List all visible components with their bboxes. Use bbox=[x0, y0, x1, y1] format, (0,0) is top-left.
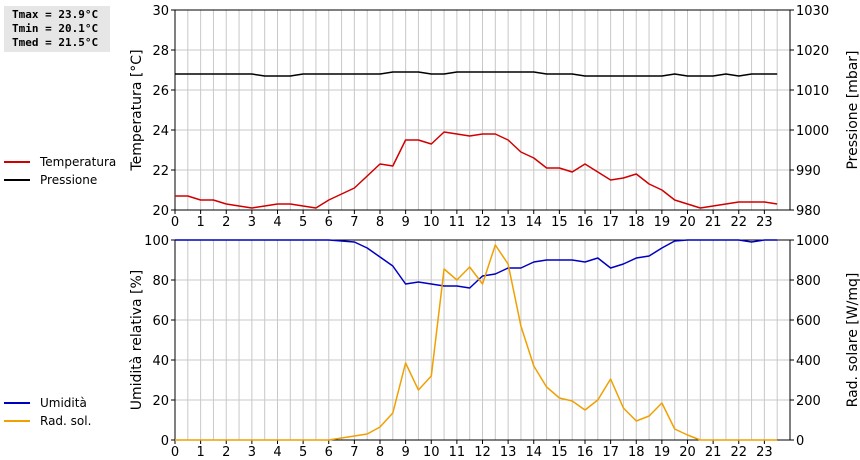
legend-item-pressure: Pressione bbox=[4, 171, 116, 189]
legend-swatch-radiation bbox=[4, 420, 30, 422]
y2-tick-label-bottom: 800 bbox=[796, 274, 821, 289]
x-tick-label-top: 15 bbox=[551, 215, 568, 230]
legend-label-radiation: Rad. sol. bbox=[40, 414, 92, 428]
stats-box: Tmax = 23.9°C Tmin = 20.1°C Tmed = 21.5°… bbox=[4, 6, 110, 52]
x-tick-label-top: 8 bbox=[376, 215, 384, 230]
y-tick-label-top: 28 bbox=[152, 44, 169, 59]
x-tick-label-top: 12 bbox=[474, 215, 491, 230]
x-tick-label-bottom: 7 bbox=[350, 445, 358, 460]
legend-swatch-temperature bbox=[4, 161, 30, 163]
x-tick-label-top: 17 bbox=[602, 215, 619, 230]
x-tick-label-top: 4 bbox=[273, 215, 281, 230]
x-tick-label-bottom: 4 bbox=[273, 445, 281, 460]
series-line-temperatura bbox=[175, 131, 778, 209]
legend-label-temperature: Temperatura bbox=[40, 155, 117, 169]
x-tick-label-bottom: 22 bbox=[730, 445, 747, 460]
legend-label-humidity: Umidità bbox=[40, 396, 87, 410]
y2-tick-label-top: 1010 bbox=[796, 84, 829, 99]
y2-tick-label-bottom: 1000 bbox=[796, 234, 829, 249]
stat-tmin: Tmin = 20.1°C bbox=[12, 22, 99, 35]
y2-tick-label-top: 1000 bbox=[796, 124, 829, 139]
y-axis-title-bottom: Umidità relativa [%] bbox=[129, 270, 145, 411]
y-tick-label-bottom: 20 bbox=[152, 394, 169, 409]
y2-tick-label-bottom: 400 bbox=[796, 354, 821, 369]
legend-bottom: Umidità Rad. sol. bbox=[4, 394, 91, 430]
x-tick-label-top: 11 bbox=[449, 215, 466, 230]
x-tick-label-top: 2 bbox=[222, 215, 230, 230]
y-tick-label-top: 20 bbox=[152, 204, 169, 219]
legend-swatch-pressure bbox=[4, 179, 30, 181]
x-tick-label-bottom: 23 bbox=[756, 445, 773, 460]
x-tick-label-bottom: 3 bbox=[248, 445, 256, 460]
legend-label-pressure: Pressione bbox=[40, 173, 98, 187]
y2-tick-label-top: 1030 bbox=[796, 4, 829, 19]
x-tick-label-bottom: 1 bbox=[196, 445, 204, 460]
y-tick-label-bottom: 0 bbox=[161, 434, 169, 449]
x-tick-label-bottom: 6 bbox=[325, 445, 333, 460]
x-tick-label-top: 1 bbox=[196, 215, 204, 230]
stat-tmed: Tmed = 21.5°C bbox=[12, 36, 99, 49]
x-tick-label-top: 9 bbox=[401, 215, 409, 230]
y-tick-label-top: 24 bbox=[152, 124, 169, 139]
y2-tick-label-bottom: 200 bbox=[796, 394, 821, 409]
x-tick-label-bottom: 12 bbox=[474, 445, 491, 460]
y2-tick-label-bottom: 600 bbox=[796, 314, 821, 329]
x-tick-label-top: 16 bbox=[577, 215, 594, 230]
x-tick-label-bottom: 18 bbox=[628, 445, 645, 460]
x-tick-label-bottom: 21 bbox=[705, 445, 722, 460]
legend-top: Temperatura Pressione bbox=[4, 153, 116, 189]
y2-tick-label-top: 990 bbox=[796, 164, 821, 179]
legend-swatch-humidity bbox=[4, 402, 30, 404]
x-tick-label-bottom: 8 bbox=[376, 445, 384, 460]
x-tick-label-top: 0 bbox=[171, 215, 179, 230]
y-tick-label-bottom: 40 bbox=[152, 354, 169, 369]
series-line-pressione bbox=[175, 71, 778, 77]
x-tick-label-bottom: 15 bbox=[551, 445, 568, 460]
x-tick-label-top: 10 bbox=[423, 215, 440, 230]
x-tick-label-top: 22 bbox=[730, 215, 747, 230]
x-tick-label-bottom: 11 bbox=[449, 445, 466, 460]
y2-tick-label-top: 1020 bbox=[796, 44, 829, 59]
x-tick-label-bottom: 0 bbox=[171, 445, 179, 460]
y2-tick-label-bottom: 0 bbox=[796, 434, 804, 449]
y-axis-title-top: Temperatura [°C] bbox=[129, 49, 145, 171]
x-tick-label-bottom: 19 bbox=[654, 445, 671, 460]
x-tick-label-top: 20 bbox=[679, 215, 696, 230]
y-tick-label-top: 30 bbox=[152, 4, 169, 19]
x-tick-label-top: 6 bbox=[325, 215, 333, 230]
x-tick-label-bottom: 2 bbox=[222, 445, 230, 460]
x-tick-label-top: 21 bbox=[705, 215, 722, 230]
x-tick-label-top: 13 bbox=[500, 215, 517, 230]
x-tick-label-bottom: 20 bbox=[679, 445, 696, 460]
x-tick-label-bottom: 14 bbox=[525, 445, 542, 460]
y-tick-label-bottom: 100 bbox=[144, 234, 169, 249]
x-tick-label-bottom: 10 bbox=[423, 445, 440, 460]
series-line-rad-sol- bbox=[175, 244, 778, 441]
x-tick-label-bottom: 5 bbox=[299, 445, 307, 460]
x-tick-label-top: 19 bbox=[654, 215, 671, 230]
x-tick-label-bottom: 16 bbox=[577, 445, 594, 460]
legend-item-humidity: Umidità bbox=[4, 394, 91, 412]
x-tick-label-top: 14 bbox=[525, 215, 542, 230]
x-tick-label-bottom: 13 bbox=[500, 445, 517, 460]
y2-tick-label-top: 980 bbox=[796, 204, 821, 219]
x-tick-label-top: 3 bbox=[248, 215, 256, 230]
y-tick-label-top: 26 bbox=[152, 84, 169, 99]
y2-axis-title-bottom: Rad. solare [W/mq] bbox=[845, 273, 860, 408]
y2-axis-title-top: Pressione [mbar] bbox=[845, 50, 860, 169]
x-tick-label-top: 7 bbox=[350, 215, 358, 230]
x-tick-label-top: 5 bbox=[299, 215, 307, 230]
y-tick-label-bottom: 60 bbox=[152, 314, 169, 329]
x-tick-label-top: 23 bbox=[756, 215, 773, 230]
x-tick-label-bottom: 17 bbox=[602, 445, 619, 460]
y-tick-label-bottom: 80 bbox=[152, 274, 169, 289]
y-tick-label-top: 22 bbox=[152, 164, 169, 179]
stat-tmax: Tmax = 23.9°C bbox=[12, 8, 99, 21]
series-line-umidit- bbox=[175, 239, 778, 289]
legend-item-radiation: Rad. sol. bbox=[4, 412, 91, 430]
legend-item-temperature: Temperatura bbox=[4, 153, 116, 171]
x-tick-label-top: 18 bbox=[628, 215, 645, 230]
x-tick-label-bottom: 9 bbox=[401, 445, 409, 460]
